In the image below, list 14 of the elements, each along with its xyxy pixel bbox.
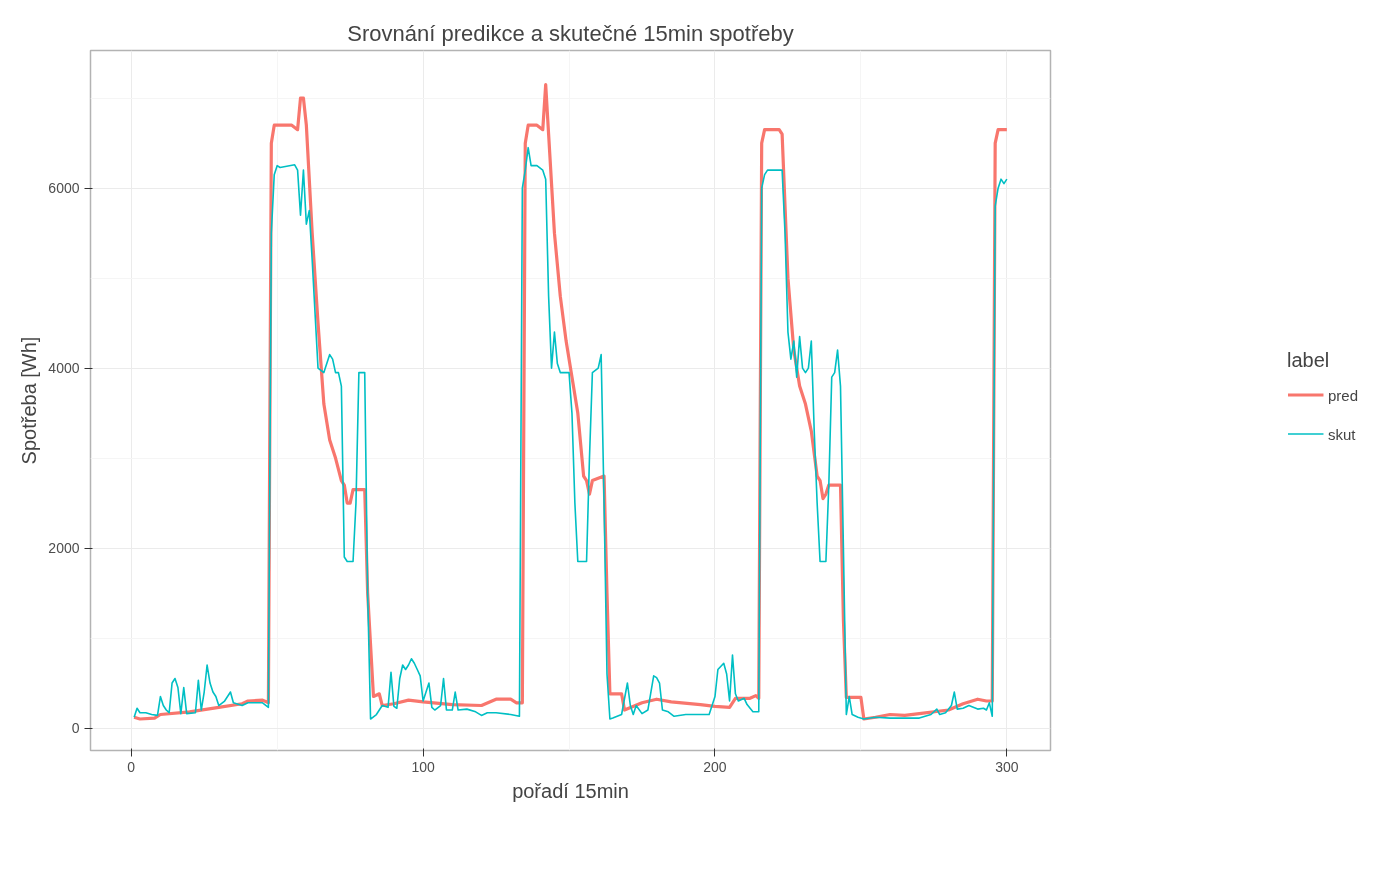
x-tick-label: 300 (995, 758, 1019, 775)
legend-label: skut (1327, 425, 1356, 442)
y-axis-title: Spotřeba [Wh] (18, 336, 41, 465)
chart-title: Srovnání predikce a skutečné 15min spotřeby (347, 20, 794, 46)
y-tick-label: 6000 (48, 180, 80, 197)
y-tick-label: 0 (71, 720, 80, 737)
y-tick-label: 4000 (48, 360, 80, 377)
x-axis-title: pořadí 15min (512, 779, 629, 802)
legend-title: label (1286, 348, 1331, 372)
y-tick-label: 2000 (48, 540, 80, 557)
x-tick-label: 0 (127, 758, 136, 775)
x-tick-label: 200 (703, 758, 727, 775)
legend-label: pred (1327, 386, 1359, 403)
x-tick-label: 100 (411, 758, 435, 775)
